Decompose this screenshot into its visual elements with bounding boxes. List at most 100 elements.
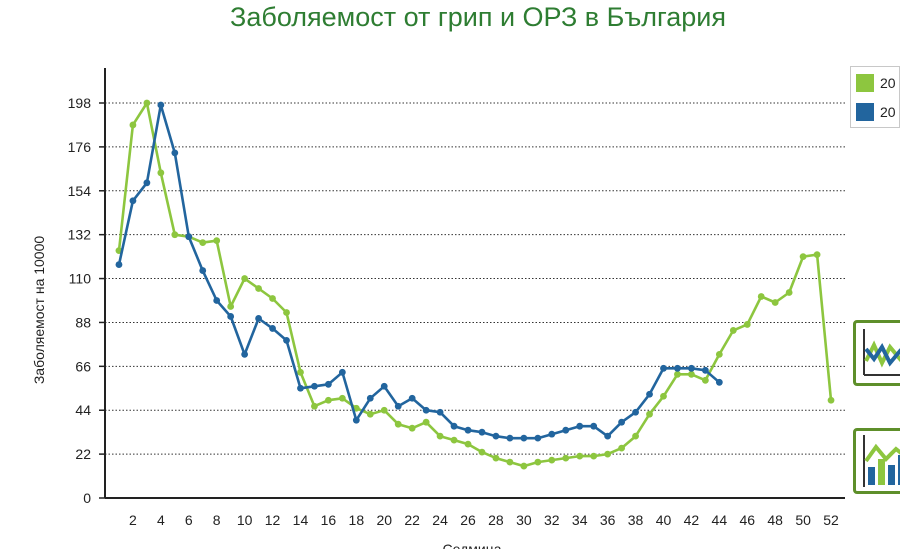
- series-2-point[interactable]: [479, 429, 486, 436]
- series-2-point[interactable]: [283, 337, 290, 344]
- series-1-point[interactable]: [786, 289, 793, 296]
- series-2-point[interactable]: [409, 395, 416, 402]
- series-1-point[interactable]: [716, 351, 723, 358]
- series-2-point[interactable]: [130, 197, 137, 204]
- y-tick-label: 66: [75, 358, 91, 374]
- series-2-point[interactable]: [339, 369, 346, 376]
- series-2-point[interactable]: [269, 325, 276, 332]
- series-2-point[interactable]: [395, 403, 402, 410]
- series-1-point[interactable]: [423, 419, 430, 426]
- series-1-point[interactable]: [618, 445, 625, 452]
- series-2-point[interactable]: [688, 365, 695, 372]
- series-2-point[interactable]: [674, 365, 681, 372]
- series-1-point[interactable]: [437, 433, 444, 440]
- series-2-point[interactable]: [185, 233, 192, 240]
- series-2-point[interactable]: [241, 351, 248, 358]
- series-2-point[interactable]: [618, 419, 625, 426]
- series-1-point[interactable]: [339, 395, 346, 402]
- series-2-point[interactable]: [660, 365, 667, 372]
- series-2-point[interactable]: [451, 423, 458, 430]
- series-1-point[interactable]: [688, 371, 695, 378]
- series-2-point[interactable]: [367, 395, 374, 402]
- series-1-point[interactable]: [451, 437, 458, 444]
- series-2-point[interactable]: [646, 391, 653, 398]
- series-1-point[interactable]: [534, 459, 541, 466]
- series-2-point[interactable]: [632, 409, 639, 416]
- series-2-point[interactable]: [255, 315, 262, 322]
- series-1-point[interactable]: [828, 397, 835, 404]
- series-1-point[interactable]: [395, 421, 402, 428]
- series-1-point[interactable]: [632, 433, 639, 440]
- series-1-point[interactable]: [409, 425, 416, 432]
- series-2-point[interactable]: [325, 381, 332, 388]
- series-1-point[interactable]: [744, 321, 751, 328]
- series-2-point[interactable]: [562, 427, 569, 434]
- legend-item-series-2[interactable]: 20: [851, 99, 899, 125]
- series-1-point[interactable]: [548, 457, 555, 464]
- series-1-point[interactable]: [311, 403, 318, 410]
- series-1-point[interactable]: [772, 299, 779, 306]
- series-1-point[interactable]: [255, 285, 262, 292]
- series-2-point[interactable]: [534, 435, 541, 442]
- series-2-point[interactable]: [520, 435, 527, 442]
- series-1-point[interactable]: [297, 369, 304, 376]
- series-1-point[interactable]: [269, 295, 276, 302]
- series-1-point[interactable]: [520, 463, 527, 470]
- series-1-point[interactable]: [674, 371, 681, 378]
- series-2-point[interactable]: [116, 261, 123, 268]
- series-2-point[interactable]: [143, 179, 150, 186]
- series-1-point[interactable]: [465, 441, 472, 448]
- series-2-point[interactable]: [576, 423, 583, 430]
- series-1-point[interactable]: [758, 293, 765, 300]
- series-1-point[interactable]: [157, 169, 164, 176]
- series-1-point[interactable]: [325, 397, 332, 404]
- series-1-point[interactable]: [213, 237, 220, 244]
- series-2-point[interactable]: [353, 417, 360, 424]
- series-2-point[interactable]: [423, 407, 430, 414]
- series-2-point[interactable]: [548, 431, 555, 438]
- series-1-point[interactable]: [493, 455, 500, 462]
- series-2-point[interactable]: [171, 149, 178, 156]
- series-1-point[interactable]: [143, 100, 150, 107]
- line-chart-type-button[interactable]: [853, 320, 900, 386]
- legend-item-series-1[interactable]: 20: [851, 70, 899, 96]
- series-1-point[interactable]: [814, 251, 821, 258]
- series-2-point[interactable]: [465, 427, 472, 434]
- series-1-point[interactable]: [227, 303, 234, 310]
- series-1-point[interactable]: [646, 411, 653, 418]
- series-2-point[interactable]: [199, 267, 206, 274]
- series-1-point[interactable]: [590, 453, 597, 460]
- series-2-point[interactable]: [437, 409, 444, 416]
- series-2-point[interactable]: [213, 297, 220, 304]
- series-2-point[interactable]: [507, 435, 514, 442]
- series-1-point[interactable]: [130, 122, 137, 129]
- series-2-point[interactable]: [493, 433, 500, 440]
- series-2-point[interactable]: [311, 383, 318, 390]
- series-1-point[interactable]: [283, 309, 290, 316]
- x-tick-label: 42: [684, 512, 700, 528]
- series-1-point[interactable]: [702, 377, 709, 384]
- series-1-point[interactable]: [367, 411, 374, 418]
- series-1-point[interactable]: [604, 451, 611, 458]
- series-2-point[interactable]: [227, 313, 234, 320]
- series-2-point[interactable]: [590, 423, 597, 430]
- series-1-point[interactable]: [171, 231, 178, 238]
- series-2-point[interactable]: [716, 379, 723, 386]
- series-1-point[interactable]: [507, 459, 514, 466]
- series-1-point[interactable]: [730, 327, 737, 334]
- series-1-point[interactable]: [660, 393, 667, 400]
- series-1-point[interactable]: [241, 275, 248, 282]
- series-1-point[interactable]: [381, 407, 388, 414]
- x-tick-label: 2: [129, 512, 137, 528]
- series-1-point[interactable]: [576, 453, 583, 460]
- series-1-point[interactable]: [479, 449, 486, 456]
- series-2-point[interactable]: [604, 433, 611, 440]
- series-2-point[interactable]: [297, 385, 304, 392]
- bar-chart-type-button[interactable]: [853, 428, 900, 494]
- series-1-point[interactable]: [199, 239, 206, 246]
- series-2-point[interactable]: [381, 383, 388, 390]
- series-1-point[interactable]: [562, 455, 569, 462]
- series-2-point[interactable]: [157, 102, 164, 109]
- series-1-point[interactable]: [800, 253, 807, 260]
- series-2-point[interactable]: [702, 367, 709, 374]
